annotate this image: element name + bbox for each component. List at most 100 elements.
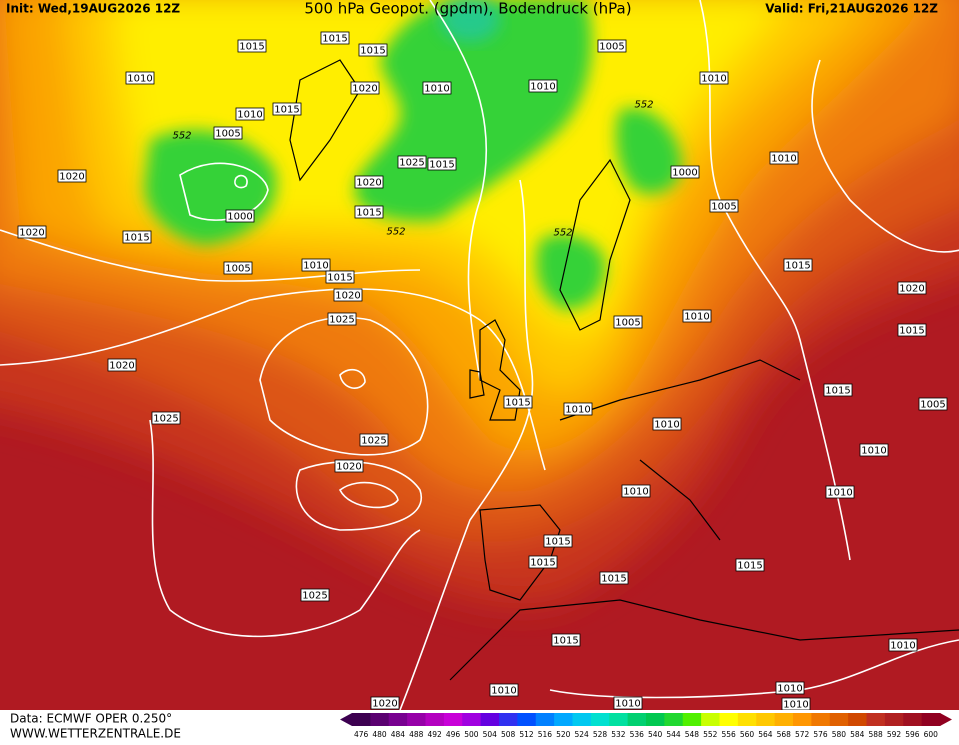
isobar-label-box: [125, 71, 155, 85]
isobar-label: 1005: [225, 264, 250, 275]
isobar-label-box: [151, 411, 181, 425]
scale-swatch: [627, 713, 647, 726]
scale-label: 556: [722, 730, 737, 739]
isobar-label-box: [370, 696, 400, 710]
scale-label: 544: [666, 730, 681, 739]
scale-swatch: [737, 713, 757, 726]
scale-label: 580: [832, 730, 847, 739]
scale-swatch: [884, 713, 904, 726]
isobar-label-box: [237, 39, 267, 53]
isobar-label-box: [613, 315, 643, 329]
isobar-label-box: [599, 571, 629, 585]
isobar-label-box: [543, 534, 573, 548]
isobar-label-box: [300, 588, 330, 602]
isobar-label: 1010: [237, 110, 262, 121]
isobar-label: 1015: [360, 46, 385, 57]
isobar-label: 1020: [352, 84, 377, 95]
isobar-label: 1010: [424, 84, 449, 95]
scale-swatch: [517, 713, 537, 726]
isobar-label: 1005: [599, 42, 624, 53]
isobar-label-box: [223, 261, 253, 275]
scale-swatch: [756, 713, 776, 726]
scale-label: 512: [519, 730, 534, 739]
scale-swatch: [682, 713, 702, 726]
isobar-label: 1005: [215, 129, 240, 140]
scale-label: 592: [887, 730, 902, 739]
isobar-label: 1015: [505, 398, 530, 409]
isobar-label: 1015: [737, 561, 762, 572]
isobar-label: 1005: [615, 318, 640, 329]
isobar-label: 1015: [322, 34, 347, 45]
isobar-label: 1015: [601, 574, 626, 585]
isobar-label: 1020: [19, 228, 44, 239]
isobar-label: 1010: [303, 261, 328, 272]
isobar-label-box: [670, 165, 700, 179]
isobar-label-box: [699, 71, 729, 85]
scale-label: 484: [391, 730, 406, 739]
scale-label: 540: [648, 730, 663, 739]
scale-label: 588: [869, 730, 884, 739]
isobar-label: 1015: [553, 636, 578, 647]
isobar-label-box: [489, 683, 519, 697]
scale-swatch: [407, 713, 426, 726]
scale-label: 572: [795, 730, 810, 739]
isobar-label: 1010: [565, 405, 590, 416]
isobar-label-box: [597, 39, 627, 53]
isobar-label-box: [397, 155, 427, 169]
isobar-label: 1020: [372, 699, 397, 710]
scale-label: 528: [593, 730, 608, 739]
scale-label: 548: [685, 730, 700, 739]
isobar-label: 1010: [783, 700, 808, 711]
isobar-label: 1025: [153, 414, 178, 425]
isobar-label-box: [107, 358, 137, 372]
isobar-label: 1010: [491, 686, 516, 697]
scale-label: 560: [740, 730, 755, 739]
scale-label: 596: [905, 730, 920, 739]
isobar-label: 1010: [771, 154, 796, 165]
isobar-label: 552: [386, 227, 405, 238]
isobar-label: 1015: [356, 208, 381, 219]
scale-swatch: [572, 713, 592, 726]
isobar-label-box: [682, 309, 712, 323]
isobar-label: 1015: [327, 273, 352, 284]
isobar-label-box: [528, 79, 558, 93]
isobar-label-box: [320, 31, 350, 45]
isobar-label-box: [354, 205, 384, 219]
scale-label: 524: [575, 730, 590, 739]
isobar-label-box: [225, 209, 255, 223]
isobar-label-box: [350, 81, 380, 95]
isobar-label: 1020: [335, 291, 360, 302]
isobar-label-box: [888, 638, 918, 652]
isobar-label: 1010: [530, 82, 555, 93]
isobar-label-box: [735, 558, 765, 572]
scale-label: 584: [850, 730, 865, 739]
scale-swatch: [701, 713, 720, 726]
scale-label: 504: [483, 730, 498, 739]
coastlines: [289, 59, 959, 681]
scale-label: 564: [758, 730, 773, 739]
isobar-label: 552: [634, 100, 653, 111]
isobar-label: 1020: [356, 178, 381, 189]
isobar-label-box: [897, 281, 927, 295]
isobar-label: 1015: [429, 160, 454, 171]
scale-swatch: [462, 713, 482, 726]
scale-swatch: [352, 713, 371, 726]
scale-swatch: [590, 713, 610, 726]
data-source: Data: ECMWF OPER 0.250°: [10, 712, 172, 726]
scale-swatch: [829, 713, 849, 726]
isobar-label-box: [301, 258, 331, 272]
isobar-label: 1010: [827, 488, 852, 499]
scale-swatch: [848, 713, 867, 726]
scale-label: 520: [556, 730, 571, 739]
scale-swatch: [609, 713, 629, 726]
scale-label: 508: [501, 730, 516, 739]
scale-label: 576: [813, 730, 828, 739]
scale-label: 492: [428, 730, 443, 739]
isobar-label-box: [427, 157, 457, 171]
isobar-label: 1000: [227, 212, 252, 223]
isobar-label: 552: [553, 228, 572, 239]
init-time: Init: Wed,19AUG2026 12Z: [6, 2, 180, 16]
isobar-label-box: [897, 323, 927, 337]
